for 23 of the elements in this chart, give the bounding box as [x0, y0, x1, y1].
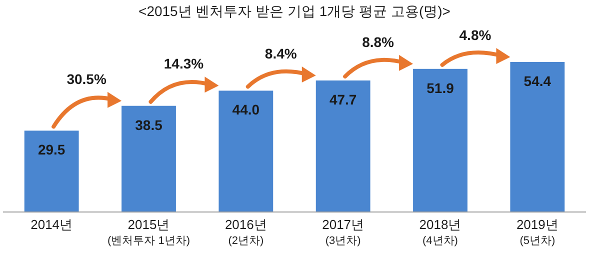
- data-label: 38.5: [135, 116, 163, 133]
- x-tick-label: 2017년 (3년차): [322, 217, 364, 247]
- annotation: 14.3%: [164, 56, 204, 72]
- text: 8.4%: [264, 45, 298, 62]
- text: 8.8%: [362, 34, 395, 50]
- bar: [24, 130, 79, 212]
- data-label: 47.7: [329, 91, 357, 108]
- x-tick-label: 2014년: [30, 217, 73, 232]
- bar: [510, 62, 565, 212]
- data-label: 51.9: [426, 80, 454, 96]
- x-tick-label: 2016년 (2년차): [224, 217, 267, 247]
- bar: [218, 90, 274, 212]
- bar: [413, 68, 468, 212]
- data-label: 54.4: [524, 73, 552, 89]
- x-tick-label: 2018년 (4년차): [419, 217, 462, 247]
- annotation: 30.5%: [66, 70, 107, 87]
- data-label: 44.0: [232, 102, 260, 118]
- x-tick-label: 2019년 (5년차): [516, 217, 558, 247]
- x-tick-label: 2015년 (벤처투자 1년차): [108, 217, 190, 247]
- data-label: 29.5: [38, 142, 66, 158]
- bar: [122, 106, 176, 212]
- chart-title: <2015년 벤처투자 받은 기업 1개당 평균 고용(명)>: [138, 3, 450, 19]
- text: 4.8%: [459, 27, 492, 43]
